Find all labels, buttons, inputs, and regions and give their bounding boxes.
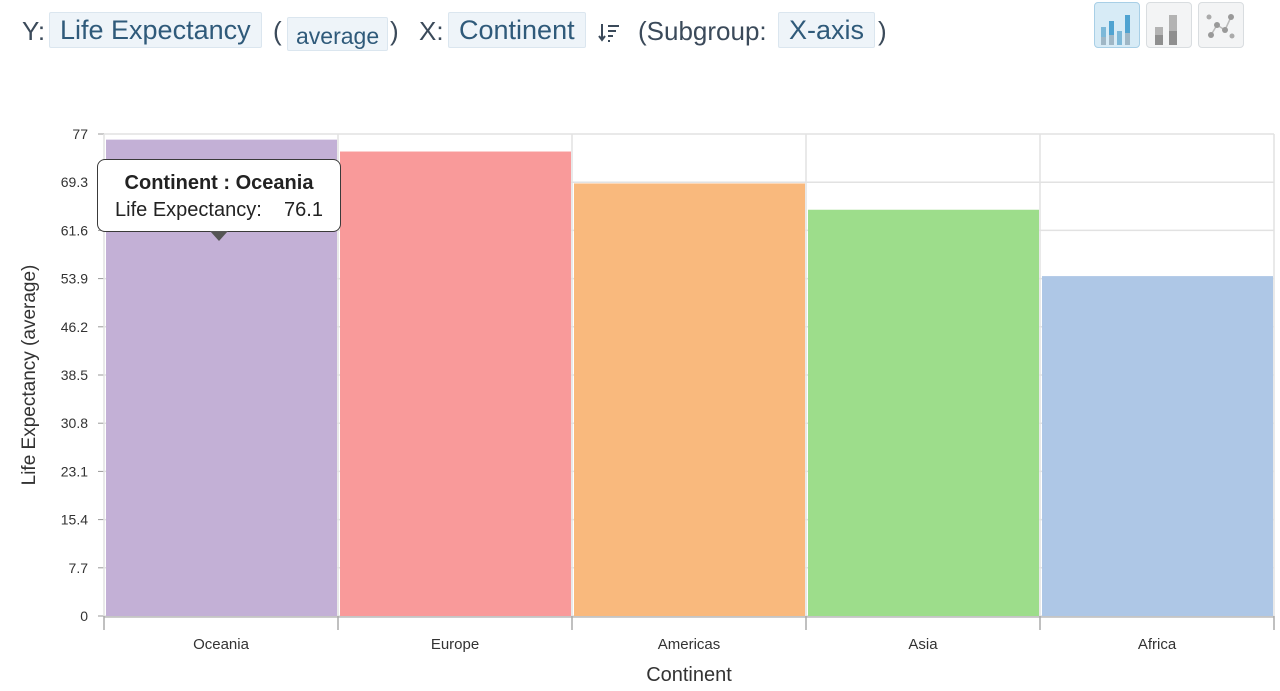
sort-icon[interactable] (598, 22, 620, 44)
tooltip-title: Continent : Oceania (98, 172, 340, 195)
bar-chart-icon (1101, 15, 1130, 45)
subgroup-prefix: (Subgroup: (638, 16, 767, 46)
tooltip-label: Life Expectancy: (115, 199, 262, 221)
bar (1042, 276, 1273, 616)
y-tick-label: 0 (80, 608, 88, 624)
tooltip-title-prefix: Continent : (124, 172, 236, 194)
y-tick-label: 53.9 (61, 271, 88, 287)
stacked-bar-icon (1155, 15, 1177, 45)
tooltip-arrow (210, 231, 228, 241)
y-field-selector[interactable]: Life Expectancy (49, 12, 262, 48)
open-paren: ( (273, 16, 282, 46)
y-tick-label: 30.8 (61, 415, 88, 431)
scatter-plot-button[interactable] (1198, 2, 1244, 48)
y-tick-label: 7.7 (69, 560, 89, 576)
x-tick-label: Oceania (193, 636, 250, 653)
tooltip-body: Life Expectancy: 76.1 (98, 199, 340, 222)
x-axis-title: Continent (646, 664, 732, 686)
tooltip-value: 76.1 (284, 199, 323, 221)
stacked-bar-button[interactable] (1146, 2, 1192, 48)
y-tick-label: 69.3 (61, 174, 88, 190)
chart-toolbar: Y: Life Expectancy ( average ) X: Contin… (0, 0, 1280, 64)
bar (340, 151, 571, 616)
x-tick-label: Asia (908, 636, 938, 653)
y-tick-label: 77 (72, 126, 88, 142)
y-tick-label: 15.4 (61, 512, 88, 528)
bar (574, 183, 805, 616)
y-tick-label: 23.1 (61, 463, 88, 479)
scatter-plot-icon (1206, 14, 1235, 39)
bar (808, 209, 1039, 616)
subgroup-selector[interactable]: X-axis (778, 12, 876, 48)
aggregate-selector[interactable]: average (287, 17, 389, 51)
x-prefix: X: (419, 16, 444, 46)
y-tick-label: 61.6 (61, 222, 88, 238)
close-paren: ) (390, 16, 399, 46)
x-tick-label: Africa (1138, 636, 1177, 653)
y-tick-label: 38.5 (61, 367, 88, 383)
y-tick-label: 46.2 (61, 319, 88, 335)
y-axis-title: Life Expectancy (average) (19, 265, 40, 486)
subgroup-close-paren: ) (878, 16, 887, 46)
x-tick-label: Americas (658, 636, 721, 653)
hover-tooltip: Continent : Oceania Life Expectancy: 76.… (97, 159, 341, 241)
y-prefix: Y: (22, 16, 46, 46)
x-field-selector[interactable]: Continent (448, 12, 586, 48)
x-tick-label: Europe (431, 636, 479, 653)
tooltip-title-value: Oceania (235, 172, 314, 194)
bar-chart-button[interactable] (1094, 2, 1140, 48)
